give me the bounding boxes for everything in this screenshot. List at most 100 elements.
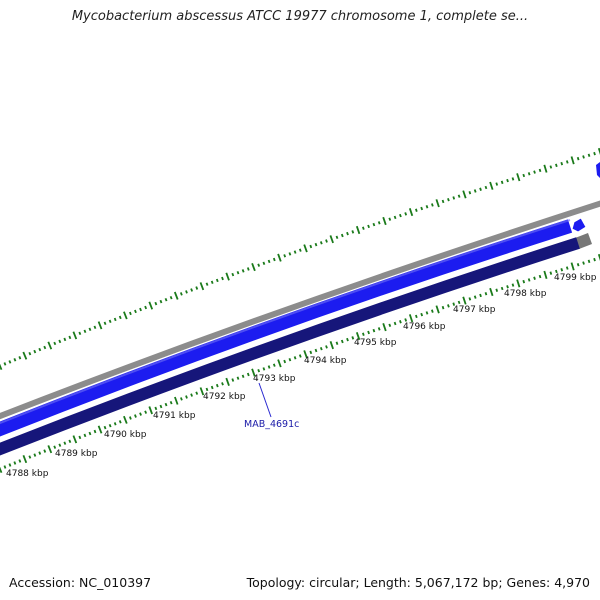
inner-tick-major <box>435 305 440 314</box>
outer-tick-minor <box>309 244 313 249</box>
inner-tick-minor <box>522 279 526 284</box>
outer-tick-minor <box>335 235 339 240</box>
inner-tick-major <box>516 279 521 288</box>
outer-tick-minor <box>533 170 536 174</box>
outer-tick-minor <box>159 299 163 304</box>
tick-label-kbp: 4792 kbp <box>203 392 246 402</box>
outer-tick-minor <box>549 165 553 169</box>
inner-tick-minor <box>511 283 515 287</box>
inner-tick-minor <box>113 422 117 426</box>
outer-tick-minor <box>108 319 112 324</box>
edge-feature-blue[interactable] <box>596 162 600 178</box>
inner-tick-minor <box>293 356 297 360</box>
inner-tick-minor <box>420 312 424 317</box>
tick-label-kbp: 4790 kbp <box>104 430 147 440</box>
inner-tick-minor <box>362 332 365 336</box>
inner-tick-minor <box>346 337 349 342</box>
gene-label-mab-4691c[interactable]: MAB_4691c <box>244 419 299 430</box>
outer-tick-minor <box>404 212 408 216</box>
inner-tick-minor <box>452 302 456 306</box>
inner-tick-minor <box>134 414 137 418</box>
outer-tick-minor <box>164 297 168 302</box>
tick-label-kbp: 4798 kbp <box>504 289 547 299</box>
tick-label-kbp: 4789 kbp <box>55 449 98 459</box>
outer-tick-minor <box>83 329 87 334</box>
inner-tick-minor <box>215 383 219 388</box>
outer-tick-major <box>489 181 494 190</box>
outer-tick-minor <box>134 309 137 314</box>
outer-tick-minor <box>210 280 214 285</box>
outer-tick-minor <box>473 189 477 193</box>
inner-tick-major <box>543 270 548 279</box>
inner-tick-minor <box>129 416 132 420</box>
outer-tick-minor <box>93 325 97 330</box>
inner-tick-minor <box>500 286 504 291</box>
inner-tick-minor <box>340 339 344 344</box>
inner-tick-minor <box>367 330 370 335</box>
inner-tick-minor <box>18 459 22 463</box>
reverse-strand-feature[interactable] <box>0 237 580 456</box>
outer-tick-minor <box>3 362 7 366</box>
outer-tick-major <box>225 272 230 281</box>
inner-tick-major <box>462 296 467 305</box>
forward-strand-feature[interactable] <box>0 219 573 437</box>
inner-tick-minor <box>3 465 7 469</box>
inner-tick-minor <box>28 455 32 459</box>
outer-tick-minor <box>393 215 397 220</box>
inner-tick-minor <box>298 354 302 358</box>
inner-tick-minor <box>53 445 57 449</box>
outer-tick-major <box>355 225 361 235</box>
outer-tick-minor <box>325 239 328 243</box>
inner-tick-major <box>123 415 128 424</box>
outer-tick-major <box>251 262 256 272</box>
outer-tick-minor <box>511 177 515 181</box>
outer-tick-minor <box>372 222 376 227</box>
outer-tick-minor <box>221 276 224 281</box>
inner-tick-minor <box>103 425 107 430</box>
inner-tick-minor <box>399 320 402 324</box>
outer-tick-minor <box>43 345 47 350</box>
inner-tick-minor <box>83 433 87 438</box>
inner-tick-minor <box>565 266 569 270</box>
inner-tick-minor <box>377 327 381 331</box>
outer-tick-minor <box>293 250 297 254</box>
inner-tick-major <box>0 466 3 474</box>
forward-strand-arrow[interactable] <box>571 217 587 233</box>
inner-tick-minor <box>325 345 328 349</box>
outer-tick-minor <box>506 178 509 183</box>
inner-tick-major <box>22 454 28 464</box>
outer-tick-minor <box>169 295 173 300</box>
inner-tick-minor <box>587 259 591 264</box>
inner-tick-minor <box>319 346 323 351</box>
outer-tick-minor <box>236 270 240 275</box>
outer-tick-minor <box>351 230 355 234</box>
inner-tick-minor <box>593 257 596 262</box>
gene-label-line <box>258 382 272 418</box>
gap-feature-grey[interactable] <box>575 233 592 249</box>
outer-tick-major <box>435 199 440 208</box>
outer-tick-minor <box>78 331 82 336</box>
outer-tick-minor <box>113 317 117 322</box>
inner-tick-minor <box>118 420 122 424</box>
inner-tick-minor <box>13 461 17 465</box>
inner-tick-major <box>408 314 414 323</box>
inner-tick-minor <box>68 439 72 444</box>
inner-tick-minor <box>576 263 580 267</box>
outer-tick-minor <box>576 156 580 161</box>
outer-tick-major <box>97 321 103 330</box>
outer-tick-major <box>382 216 387 226</box>
inner-tick-minor <box>393 321 397 326</box>
inner-tick-minor <box>388 323 392 328</box>
inner-tick-minor <box>139 412 142 416</box>
outer-tick-minor <box>298 248 302 252</box>
inner-tick-minor <box>351 336 355 340</box>
outer-tick-minor <box>88 327 92 332</box>
outer-tick-minor <box>565 160 569 164</box>
inner-tick-minor <box>560 268 564 272</box>
outer-tick-major <box>199 282 205 291</box>
inner-tick-minor <box>169 400 173 405</box>
outer-tick-minor <box>314 242 318 247</box>
chromosome-backbone <box>0 200 600 420</box>
outer-tick-minor <box>118 315 122 320</box>
